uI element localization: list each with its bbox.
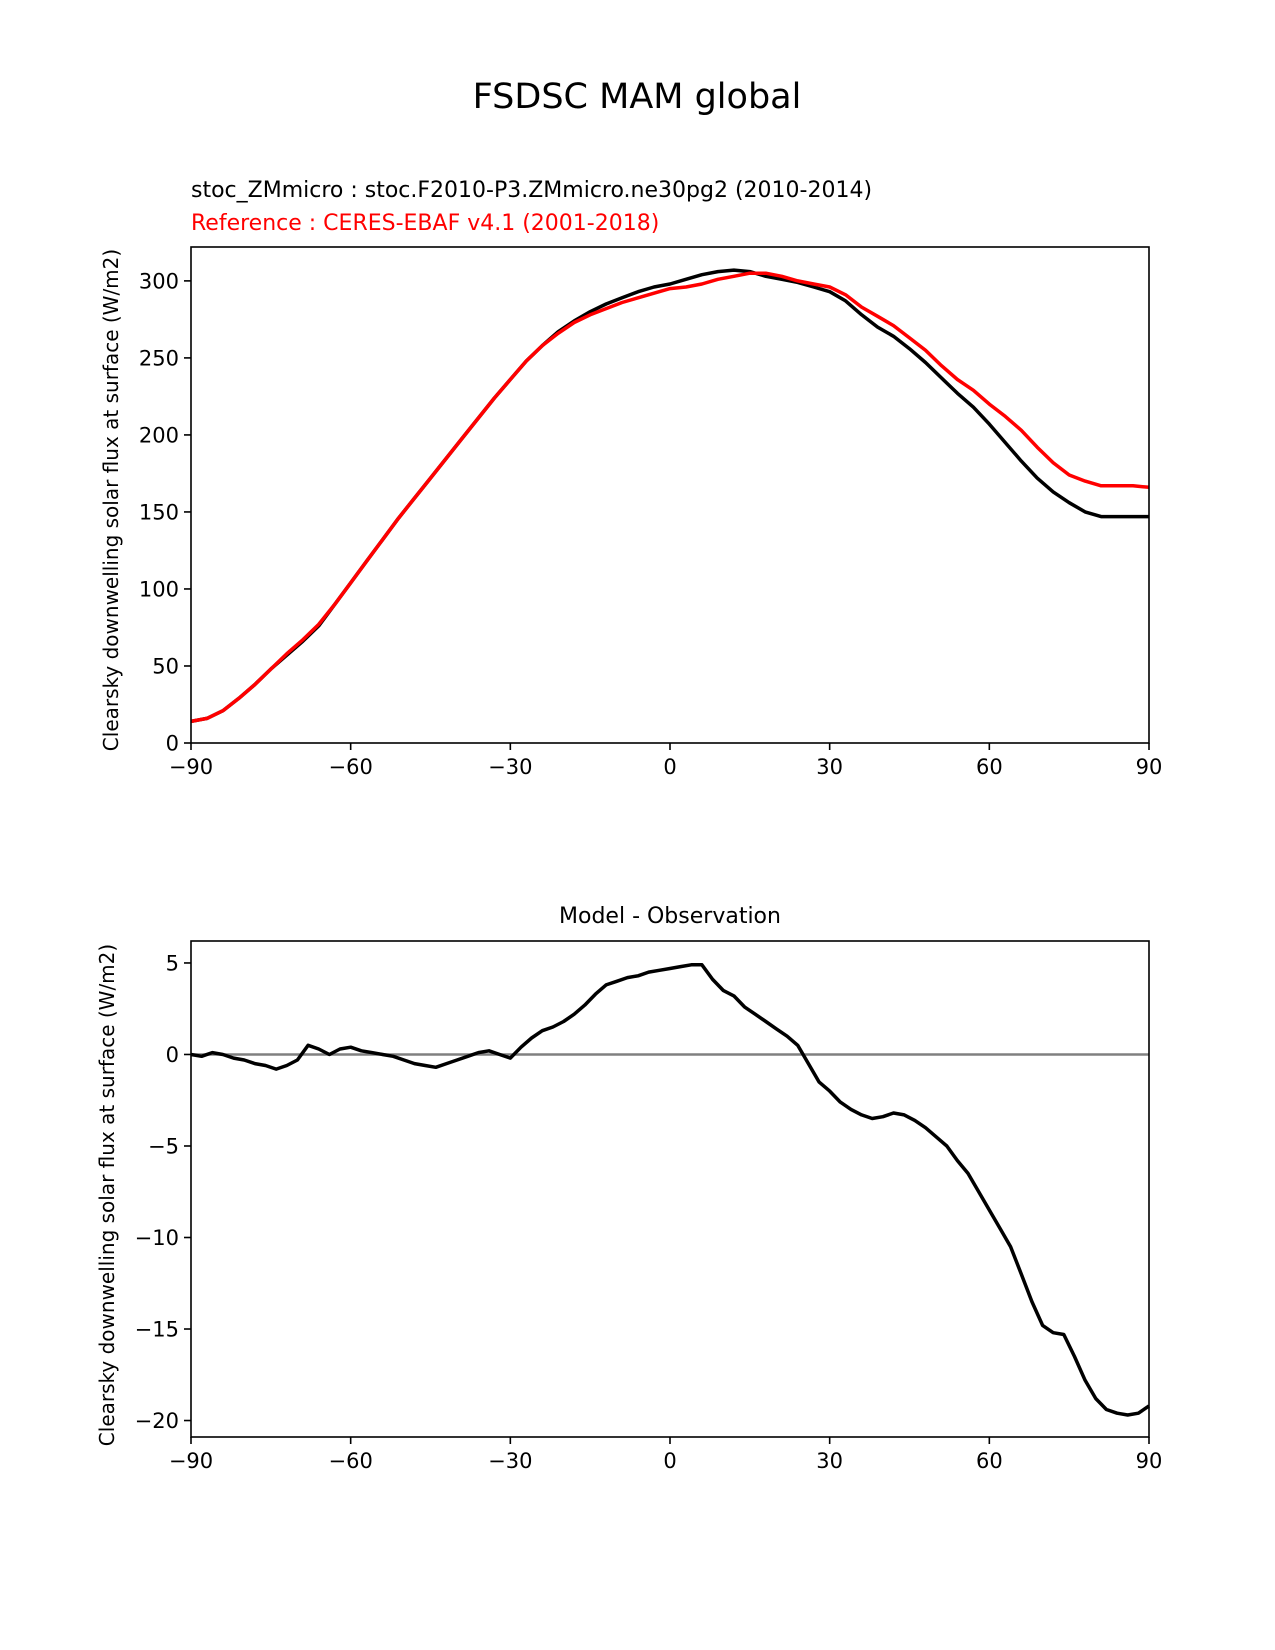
top-xtick-label: 30 xyxy=(816,755,843,779)
top-ytick-label: 250 xyxy=(139,346,179,370)
top-xtick-label: −60 xyxy=(329,755,373,779)
bottom-ytick-label: 5 xyxy=(166,951,179,975)
top-ytick-label: 100 xyxy=(139,577,179,601)
bottom-xtick-label: 30 xyxy=(816,1449,843,1473)
bottom-panel-title: Model - Observation xyxy=(559,904,781,929)
top-xtick-label: −30 xyxy=(488,755,532,779)
bottom-xtick-label: 0 xyxy=(663,1449,676,1473)
bottom-panel-ylabel: Clearsky downwelling solar flux at surfa… xyxy=(95,944,119,1446)
top-xtick-label: 0 xyxy=(663,755,676,779)
bottom-series-line-1 xyxy=(190,963,1150,1417)
top-ytick-label: 300 xyxy=(139,269,179,293)
top-xtick-label: 90 xyxy=(1136,755,1163,779)
top-panel-reference-title: Reference : CERES-EBAF v4.1 (2001-2018) xyxy=(191,211,659,236)
figure-suptitle: FSDSC MAM global xyxy=(473,77,802,117)
bottom-xtick-label: −30 xyxy=(488,1449,532,1473)
top-xtick-label: −90 xyxy=(169,755,213,779)
top-series-line-2 xyxy=(190,271,1150,724)
top-panel-test-title: stoc_ZMmicro : stoc.F2010-P3.ZMmicro.ne3… xyxy=(191,178,872,203)
top-ytick-label: 0 xyxy=(166,732,179,756)
bottom-xtick-label: −90 xyxy=(169,1449,213,1473)
bottom-ytick-label: 0 xyxy=(166,1043,179,1067)
bottom-ytick-label: −15 xyxy=(135,1318,179,1342)
bottom-ytick-label: −10 xyxy=(135,1226,179,1250)
top-ytick-label: 200 xyxy=(139,423,179,447)
bottom-plot-area: −90 −60 −30 0 30 60 90 −20 −15 −10 −5 0 5 xyxy=(135,940,1163,1473)
top-ytick-label: 150 xyxy=(139,500,179,524)
bottom-xtick-label: −60 xyxy=(329,1449,373,1473)
bottom-ytick-label: −20 xyxy=(135,1409,179,1433)
bottom-xtick-label: 60 xyxy=(976,1449,1003,1473)
bottom-panel: Model - Observation Clearsky downwelling… xyxy=(95,904,1162,1473)
top-plot-area: −90 −60 −30 0 30 60 90 0 50 100 150 200 250 300 xyxy=(139,246,1163,779)
top-panel-ylabel: Clearsky downwelling solar flux at surfa… xyxy=(99,249,123,751)
bottom-xtick-label: 90 xyxy=(1136,1449,1163,1473)
top-panel: stoc_ZMmicro : stoc.F2010-P3.ZMmicro.ne3… xyxy=(99,178,1162,779)
bottom-ytick-label: −5 xyxy=(148,1134,179,1158)
top-ytick-label: 50 xyxy=(152,654,179,678)
top-xtick-label: 60 xyxy=(976,755,1003,779)
